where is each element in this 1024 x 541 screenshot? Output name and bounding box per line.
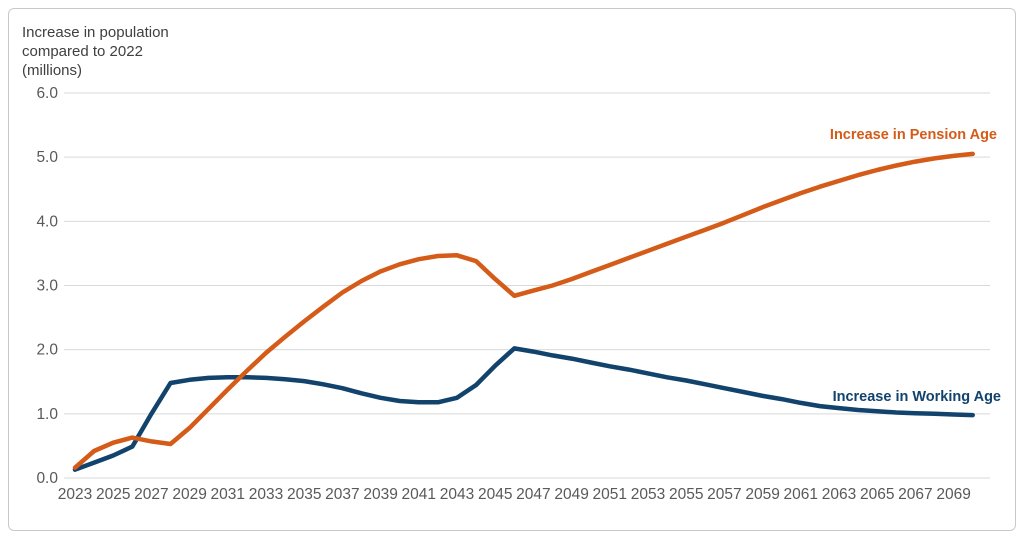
y-axis-tick-label: 2.0 <box>36 342 58 359</box>
x-axis-tick-label: 2039 <box>363 486 397 503</box>
x-axis-tick-label: 2025 <box>96 486 130 503</box>
x-axis-tick-label: 2023 <box>58 486 92 503</box>
y-axis-tick-label: 4.0 <box>36 213 58 230</box>
x-axis-tick-label: 2063 <box>822 486 856 503</box>
x-axis-tick-label: 2031 <box>211 486 245 503</box>
x-axis-tick-label: 2067 <box>898 486 932 503</box>
x-axis-tick-label: 2037 <box>325 486 359 503</box>
x-axis-tick-label: 2029 <box>172 486 206 503</box>
x-axis-tick-label: 2057 <box>707 486 741 503</box>
x-axis-tick-label: 2059 <box>745 486 779 503</box>
x-axis-tick-label: 2035 <box>287 486 321 503</box>
x-axis-tick-label: 2049 <box>554 486 588 503</box>
x-axis-tick-label: 2061 <box>784 486 818 503</box>
x-axis-tick-label: 2045 <box>478 486 512 503</box>
x-axis-tick-label: 2043 <box>440 486 474 503</box>
y-axis-tick-label: 0.0 <box>36 470 58 487</box>
axis-title: Increase in population compared to 2022 … <box>22 24 169 79</box>
x-axis-tick-label: 2051 <box>593 486 627 503</box>
x-axis-tick-label: 2047 <box>516 486 550 503</box>
x-axis-tick-label: 2033 <box>249 486 283 503</box>
series-line-increase-in-working-age <box>72 346 975 472</box>
x-axis-tick-label: 2069 <box>936 486 970 503</box>
y-axis-tick-label: 3.0 <box>36 277 58 294</box>
x-axis-tick-label: 2055 <box>669 486 703 503</box>
y-axis-tick-label: 1.0 <box>36 406 58 423</box>
x-axis-tick-label: 2041 <box>402 486 436 503</box>
series-label-increase-in-working-age: Increase in Working Age <box>833 389 1001 405</box>
series-line-increase-in-pension-age <box>72 151 975 470</box>
x-axis-tick-label: 2053 <box>631 486 665 503</box>
y-axis-tick-label: 5.0 <box>36 149 58 166</box>
x-axis-tick-label: 2065 <box>860 486 894 503</box>
y-axis-tick-label: 6.0 <box>36 85 58 102</box>
series-label-increase-in-pension-age: Increase in Pension Age <box>830 127 997 143</box>
x-axis-tick-label: 2027 <box>134 486 168 503</box>
